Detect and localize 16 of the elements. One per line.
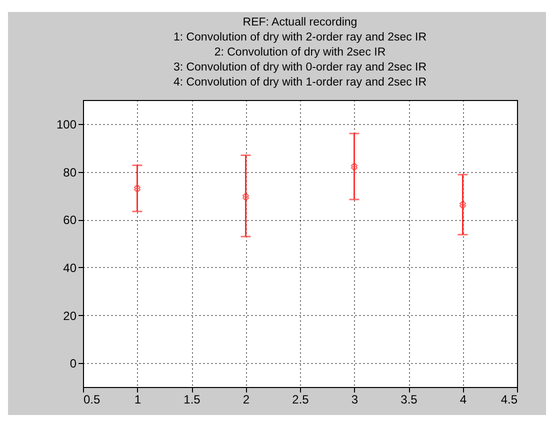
x-tick-label: 1.5 xyxy=(184,392,201,406)
x-tick-label: 3 xyxy=(351,392,358,406)
x-tick-label: 1 xyxy=(134,392,142,406)
y-tick-label: 60 xyxy=(63,213,77,228)
x-tick-label: 2 xyxy=(242,392,250,406)
x-tick-label: 2.5 xyxy=(292,392,310,406)
y-tick-label: 100 xyxy=(56,117,77,132)
y-tick-label: 0 xyxy=(70,356,77,371)
y-tick-label: 80 xyxy=(63,165,77,180)
x-tick-label: 3.5 xyxy=(400,392,418,406)
x-tick-label: 4 xyxy=(460,392,467,406)
y-tick-label: 40 xyxy=(63,260,77,275)
y-tick-label: 20 xyxy=(63,308,77,323)
chart-title: REF: Actuall recording 1: Convolution of dry with 2-order ray and 2sec IR 2: Convolution of dry with 2sec IR 3: Convolution of dry with 0-order ray and 2sec IR 4: Convolution of dry with 1-order ray and 2sec IR xyxy=(173,16,427,88)
x-tick-label: 0.5 xyxy=(84,392,101,406)
x-tick-label: 4.5 xyxy=(500,392,518,406)
